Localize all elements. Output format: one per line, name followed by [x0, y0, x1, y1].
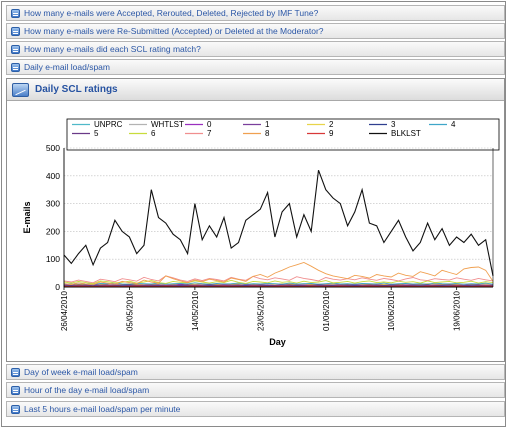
section-label: How many e-mails were Accepted, Rerouted… — [24, 8, 319, 18]
x-tick-label: 14/05/2010 — [191, 290, 200, 331]
legend-label: 4 — [451, 120, 456, 129]
chart-report-icon — [11, 404, 20, 414]
section-label: Hour of the day e-mail load/spam — [24, 385, 150, 395]
legend-label: 9 — [329, 129, 334, 138]
series-line-7 — [63, 275, 494, 284]
y-tick-label: 500 — [46, 143, 60, 153]
series-line-8 — [63, 262, 494, 286]
section-label: Day of week e-mail load/spam — [24, 367, 138, 377]
section-imf-tune[interactable]: How many e-mails were Accepted, Rerouted… — [6, 5, 505, 21]
section-label: Daily e-mail load/spam — [24, 62, 110, 72]
x-tick-label: 19/06/2010 — [453, 290, 462, 331]
x-tick-label: 01/06/2010 — [322, 290, 331, 331]
section-day-of-week[interactable]: Day of week e-mail load/spam — [6, 364, 505, 380]
chart-report-icon — [11, 44, 20, 54]
chart-report-icon — [12, 82, 29, 97]
x-tick-label: 05/05/2010 — [125, 290, 134, 331]
series-line-5 — [63, 284, 494, 286]
y-tick-label: 400 — [46, 171, 60, 181]
series-line-9 — [63, 285, 494, 287]
daily-scl-chart: UNPRC WHTLST 0 1 2 3 4 5 6 7 8 9 BLKLST 0 100 200 300 400… — [22, 118, 500, 347]
section-label: Last 5 hours e-mail load/spam per minute — [24, 404, 181, 414]
legend-label: 0 — [207, 120, 212, 129]
section-hour-of-day[interactable]: Hour of the day e-mail load/spam — [6, 382, 505, 398]
legend-label: 3 — [391, 120, 396, 129]
x-tick-label: 10/06/2010 — [387, 290, 396, 331]
chart-report-icon — [11, 385, 20, 395]
legend-box — [66, 118, 500, 151]
series-line-blklst — [63, 170, 494, 277]
x-axis-title: Day — [269, 337, 286, 347]
section-moderator[interactable]: How many e-mails were Re-Submitted (Acce… — [6, 23, 505, 39]
section-title: Daily SCL ratings — [35, 84, 118, 95]
chart-report-icon — [11, 367, 20, 377]
section-daily-scl-ratings: Daily SCL ratings UNPRC WHTLST 0 1 2 3 4 5 6 7 8 9 B… — [6, 78, 505, 362]
section-scl-match[interactable]: How many e-mails did each SCL rating mat… — [6, 41, 505, 57]
y-tick-label: 0 — [55, 282, 60, 292]
section-label: How many e-mails did each SCL rating mat… — [24, 44, 201, 54]
legend-label: WHTLST — [151, 120, 184, 129]
section-header[interactable]: Daily SCL ratings — [7, 79, 504, 101]
chart-report-icon — [11, 8, 20, 18]
y-axis-title: E-mails — [22, 201, 32, 233]
x-tick-label: 26/04/2010 — [60, 290, 69, 331]
legend-label: 7 — [207, 129, 212, 138]
legend-label: 6 — [151, 129, 156, 138]
y-tick-label: 200 — [46, 226, 60, 236]
section-daily-load[interactable]: Daily e-mail load/spam — [6, 59, 505, 75]
legend-label: 1 — [265, 120, 270, 129]
y-tick-label: 300 — [46, 199, 60, 209]
section-last-5-hours[interactable]: Last 5 hours e-mail load/spam per minute — [6, 401, 505, 417]
chart-report-icon — [11, 62, 20, 72]
x-tick-label: 23/05/2010 — [256, 290, 265, 331]
legend-label: UNPRC — [94, 120, 123, 129]
legend-label: 5 — [94, 129, 99, 138]
legend-label: BLKLST — [391, 129, 421, 138]
series-line-6 — [63, 279, 494, 285]
legend-label: 2 — [329, 120, 334, 129]
chart-report-icon — [11, 26, 20, 36]
y-tick-label: 100 — [46, 254, 60, 264]
legend-label: 8 — [265, 129, 270, 138]
section-label: How many e-mails were Re-Submitted (Acce… — [24, 26, 324, 36]
